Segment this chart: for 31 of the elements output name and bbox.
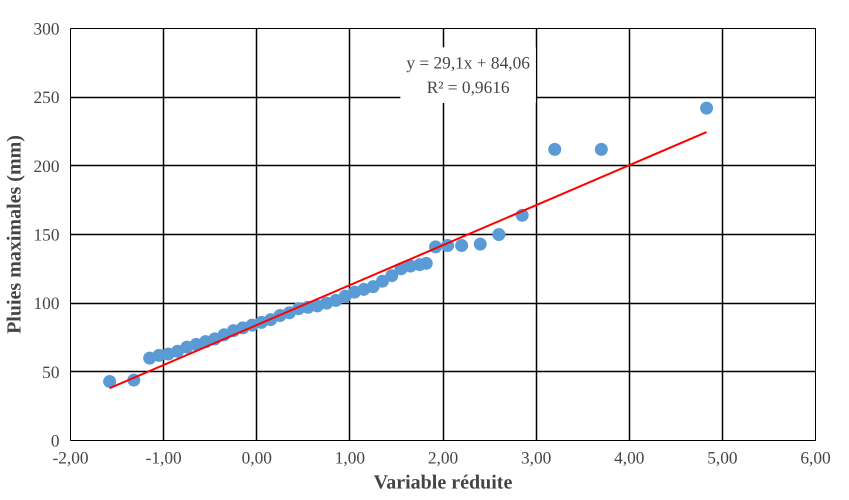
- y-tick-label: 100: [34, 294, 60, 314]
- x-tick-label: 1,00: [334, 448, 366, 468]
- y-tick-label: 200: [34, 156, 60, 176]
- x-tick-label: 6,00: [800, 448, 831, 468]
- point: [474, 238, 487, 251]
- point: [455, 239, 468, 252]
- point: [420, 256, 433, 270]
- x-tick-label: 2,00: [428, 448, 458, 468]
- point: [366, 280, 380, 294]
- x-tick-label: -1,00: [146, 448, 182, 468]
- x-tick-label: 5,00: [707, 448, 738, 468]
- point: [376, 274, 389, 288]
- point: [594, 142, 608, 156]
- point: [103, 374, 116, 388]
- y-tick-label: 300: [34, 20, 60, 38]
- point: [492, 228, 506, 241]
- x-axis-title: Variable réduite: [374, 472, 512, 494]
- y-tick-label: 50: [42, 362, 60, 382]
- annotation: y = 29,1x + 84,06: [406, 53, 530, 72]
- x-tick-label: 0,00: [242, 448, 272, 468]
- point: [700, 102, 714, 115]
- y-tick-label: 250: [34, 88, 60, 108]
- x-tick-label: 3,00: [520, 448, 552, 468]
- point: [548, 142, 562, 156]
- x-tick-label: 4,00: [614, 448, 644, 468]
- y-tick-label: 150: [34, 226, 60, 244]
- y-tick-label: 0: [50, 432, 60, 450]
- x-tick-label: -2,00: [52, 448, 89, 468]
- annotation: R² = 0,9616: [426, 78, 510, 98]
- point: [385, 269, 398, 282]
- y-axis-title: Pluies maximales (mm): [4, 135, 26, 334]
